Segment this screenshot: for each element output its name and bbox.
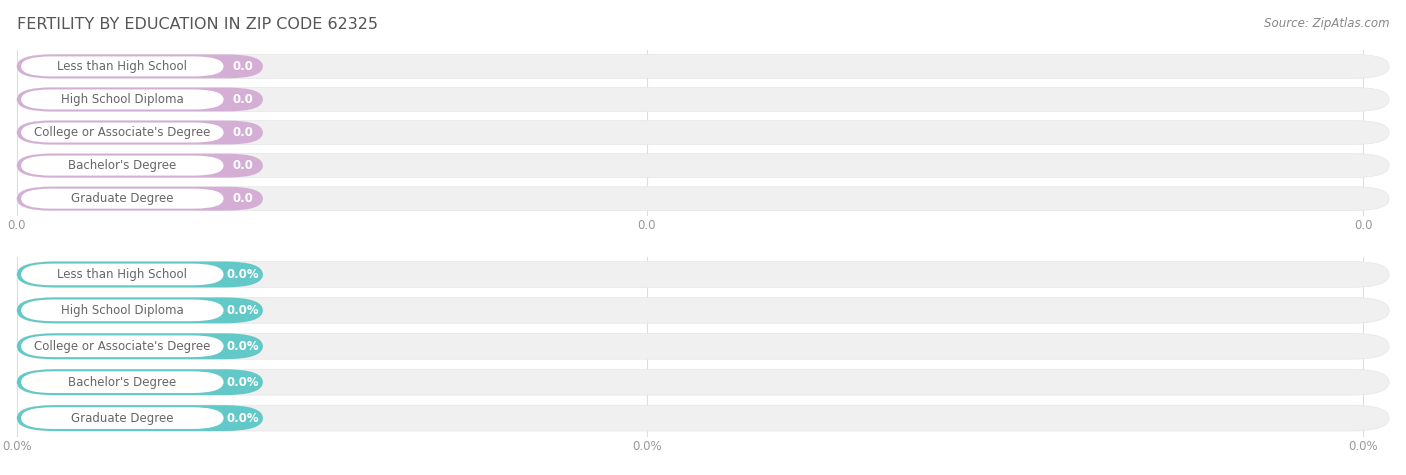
FancyBboxPatch shape [17, 262, 1389, 287]
FancyBboxPatch shape [17, 55, 1389, 78]
Text: Less than High School: Less than High School [58, 268, 187, 281]
FancyBboxPatch shape [17, 369, 263, 395]
FancyBboxPatch shape [17, 154, 1389, 178]
FancyBboxPatch shape [17, 121, 1389, 144]
Text: 0.0%: 0.0% [226, 340, 260, 353]
Text: 0.0: 0.0 [1354, 219, 1372, 232]
Text: Graduate Degree: Graduate Degree [72, 192, 173, 205]
FancyBboxPatch shape [17, 333, 1389, 359]
Text: 0.0%: 0.0% [226, 376, 260, 389]
FancyBboxPatch shape [21, 300, 224, 321]
FancyBboxPatch shape [17, 87, 1389, 111]
FancyBboxPatch shape [17, 187, 1389, 210]
Text: 0.0: 0.0 [233, 60, 253, 73]
Text: College or Associate's Degree: College or Associate's Degree [34, 126, 211, 139]
Text: 0.0%: 0.0% [226, 412, 260, 425]
Text: 0.0: 0.0 [233, 93, 253, 106]
FancyBboxPatch shape [17, 405, 263, 431]
FancyBboxPatch shape [17, 154, 263, 178]
FancyBboxPatch shape [17, 87, 263, 111]
FancyBboxPatch shape [17, 405, 1389, 431]
FancyBboxPatch shape [21, 156, 224, 176]
FancyBboxPatch shape [21, 189, 224, 209]
Text: 0.0%: 0.0% [1348, 440, 1378, 453]
Text: 0.0: 0.0 [233, 192, 253, 205]
Text: Less than High School: Less than High School [58, 60, 187, 73]
Text: 0.0%: 0.0% [226, 304, 260, 317]
Text: Graduate Degree: Graduate Degree [72, 412, 173, 425]
FancyBboxPatch shape [21, 335, 224, 357]
FancyBboxPatch shape [17, 297, 263, 323]
FancyBboxPatch shape [17, 187, 263, 210]
Text: 0.0: 0.0 [637, 219, 657, 232]
Text: Bachelor's Degree: Bachelor's Degree [69, 159, 176, 172]
Text: High School Diploma: High School Diploma [60, 304, 184, 317]
Text: 0.0: 0.0 [233, 126, 253, 139]
FancyBboxPatch shape [17, 333, 263, 359]
Text: College or Associate's Degree: College or Associate's Degree [34, 340, 211, 353]
Text: 0.0%: 0.0% [631, 440, 662, 453]
Text: Bachelor's Degree: Bachelor's Degree [69, 376, 176, 389]
FancyBboxPatch shape [21, 264, 224, 285]
FancyBboxPatch shape [21, 89, 224, 109]
Text: Source: ZipAtlas.com: Source: ZipAtlas.com [1264, 17, 1389, 29]
Text: 0.0%: 0.0% [1, 440, 32, 453]
FancyBboxPatch shape [17, 297, 1389, 323]
FancyBboxPatch shape [21, 407, 224, 429]
Text: 0.0: 0.0 [7, 219, 27, 232]
FancyBboxPatch shape [21, 371, 224, 393]
FancyBboxPatch shape [17, 121, 263, 144]
FancyBboxPatch shape [21, 57, 224, 76]
FancyBboxPatch shape [17, 55, 263, 78]
FancyBboxPatch shape [21, 123, 224, 142]
Text: High School Diploma: High School Diploma [60, 93, 184, 106]
FancyBboxPatch shape [17, 262, 263, 287]
FancyBboxPatch shape [17, 369, 1389, 395]
Text: 0.0: 0.0 [233, 159, 253, 172]
Text: FERTILITY BY EDUCATION IN ZIP CODE 62325: FERTILITY BY EDUCATION IN ZIP CODE 62325 [17, 17, 378, 32]
Text: 0.0%: 0.0% [226, 268, 260, 281]
